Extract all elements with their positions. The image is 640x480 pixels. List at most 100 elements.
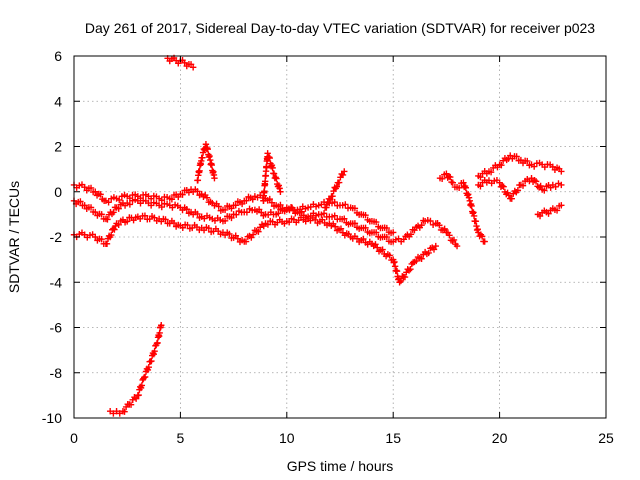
y-tick-label: -8 xyxy=(50,365,63,381)
data-point-interp xyxy=(104,216,111,223)
data-point-interp xyxy=(121,408,128,415)
data-point-interp xyxy=(150,350,157,358)
data-point-interp xyxy=(124,218,131,225)
data-point xyxy=(558,168,565,175)
data-point-interp xyxy=(249,231,257,238)
series-evening-tail xyxy=(534,202,565,220)
data-point-interp xyxy=(342,201,349,208)
data-point xyxy=(92,208,99,216)
data-point-interp xyxy=(275,182,283,189)
data-point-interp xyxy=(407,231,415,238)
data-point-interp xyxy=(170,219,178,227)
x-tick-label: 20 xyxy=(492,430,508,446)
data-point-interp xyxy=(264,221,272,228)
data-point-interp xyxy=(273,175,280,182)
data-point-interp xyxy=(108,231,115,239)
data-point-interp xyxy=(215,203,222,210)
data-point-interp xyxy=(266,154,273,162)
data-point-interp xyxy=(243,197,250,204)
y-tick-label: -10 xyxy=(42,410,62,426)
data-point-interp xyxy=(541,187,548,194)
data-point-interp xyxy=(168,196,176,203)
y-tick-label: 0 xyxy=(54,184,62,200)
data-point-interp xyxy=(487,168,495,176)
data-point-interp xyxy=(351,205,359,212)
data-point-interp xyxy=(418,255,425,262)
data-point-interp xyxy=(530,163,538,170)
data-point-interp xyxy=(477,183,484,190)
points-layer xyxy=(70,54,565,417)
data-point-interp xyxy=(333,183,341,190)
y-tick-label: 4 xyxy=(54,93,62,109)
series-peak-near-12h xyxy=(321,168,348,211)
data-point-interp xyxy=(184,221,191,229)
data-point-interp xyxy=(269,164,276,172)
data-point-interp xyxy=(331,198,338,206)
data-point-interp xyxy=(243,209,251,216)
data-point-interp xyxy=(141,212,149,219)
data-point-interp xyxy=(320,210,328,217)
data-point xyxy=(264,150,271,157)
data-point-interp xyxy=(446,232,453,239)
series-lower-band xyxy=(70,212,439,286)
data-point-interp xyxy=(204,145,211,153)
data-point xyxy=(449,179,456,186)
data-point-interp xyxy=(341,215,348,222)
data-point-interp xyxy=(438,175,446,183)
data-point xyxy=(270,170,278,177)
data-point-interp xyxy=(311,216,319,223)
data-point-interp xyxy=(383,233,391,241)
data-point-interp xyxy=(194,210,201,218)
y-tick-label: 6 xyxy=(54,48,62,64)
data-point-interp xyxy=(519,182,527,189)
data-point-interp xyxy=(138,382,146,389)
y-tick-label: 2 xyxy=(54,139,62,155)
data-point-interp xyxy=(183,206,190,213)
data-point-interp xyxy=(498,162,505,169)
data-point xyxy=(92,233,99,241)
data-point-interp xyxy=(126,195,134,202)
data-point-interp xyxy=(339,171,347,179)
data-point-interp xyxy=(545,210,552,217)
data-point-interp xyxy=(353,235,361,242)
data-point xyxy=(432,242,439,250)
data-point-interp xyxy=(162,216,169,223)
data-point-interp xyxy=(386,252,393,259)
ticks-layer xyxy=(73,55,607,419)
data-point-interp xyxy=(362,211,369,219)
data-point-interp xyxy=(465,191,472,198)
y-tick-label: -6 xyxy=(50,320,63,336)
data-point xyxy=(481,238,488,245)
grid-layer xyxy=(74,56,606,418)
data-point-interp xyxy=(266,195,273,203)
data-point-interp xyxy=(425,249,432,257)
data-point-interp xyxy=(331,223,339,230)
series-peak-near-9h xyxy=(260,150,284,204)
data-point-interp xyxy=(208,161,215,169)
data-point xyxy=(396,279,403,286)
data-point-interp xyxy=(447,173,454,181)
data-point-interp xyxy=(110,209,117,216)
data-point xyxy=(211,174,218,182)
x-tick-label: 15 xyxy=(385,430,401,446)
x-tick-label: 10 xyxy=(279,430,295,446)
data-point-interp xyxy=(126,201,134,208)
data-point-interp xyxy=(383,224,391,232)
data-point-interp xyxy=(552,183,559,190)
data-point-interp xyxy=(436,222,443,229)
data-point-interp xyxy=(536,212,544,220)
data-point-interp xyxy=(276,185,283,192)
x-axis-label: GPS time / hours xyxy=(287,458,394,474)
data-point-interp xyxy=(427,217,434,225)
data-point-interp xyxy=(537,182,544,190)
data-point-interp xyxy=(132,395,140,402)
series-upper-band xyxy=(70,181,397,237)
data-point-interp xyxy=(105,199,112,206)
data-point-interp xyxy=(158,197,165,204)
data-point-interp xyxy=(374,244,381,251)
data-point-interp xyxy=(499,182,506,190)
data-point-interp xyxy=(199,154,206,161)
